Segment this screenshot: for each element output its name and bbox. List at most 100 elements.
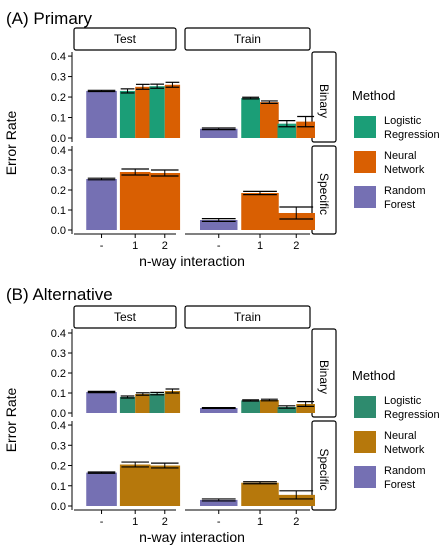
chart-1-y-tick-label: 0.4 bbox=[51, 328, 66, 340]
chart-0-x-tick-label: 1 bbox=[257, 240, 263, 252]
chart-0-legend-label: Forest bbox=[384, 199, 415, 211]
chart-1-x-tick-label: - bbox=[100, 516, 104, 528]
chart-1-bar bbox=[241, 482, 279, 506]
chart-0-y-tick-label: 0.4 bbox=[51, 145, 66, 157]
chart-0-x-tick-label: 2 bbox=[293, 240, 299, 252]
chart-0-title: (A) Primary bbox=[6, 9, 92, 28]
chart-1-legend-label: Random bbox=[384, 465, 426, 477]
chart-0-bar bbox=[149, 173, 181, 230]
chart-0-legend-key bbox=[354, 116, 376, 138]
chart-1-bar bbox=[200, 408, 238, 413]
chart-1-row-strip-label-binary: Binary bbox=[317, 360, 331, 394]
chart-0-bar bbox=[241, 193, 279, 230]
chart-1-legend-label: Regression bbox=[384, 409, 440, 421]
chart-1-x-tick-label: 2 bbox=[162, 516, 168, 528]
chart-0-bar bbox=[241, 98, 260, 138]
chart-1-x-tick-label: 2 bbox=[293, 516, 299, 528]
chart-0-y-axis-label: Error Rate bbox=[3, 111, 19, 176]
chart-0-legend-label: Regression bbox=[384, 129, 440, 141]
chart-0-bar bbox=[119, 90, 136, 138]
chart-1-bar bbox=[296, 404, 315, 413]
chart-1-bar bbox=[277, 407, 297, 413]
chart-0-bar bbox=[86, 90, 117, 138]
chart-0-bar bbox=[200, 128, 238, 138]
chart-1-bar bbox=[277, 494, 315, 506]
chart-1-bar bbox=[260, 400, 279, 413]
chart-1-legend-key bbox=[354, 466, 376, 488]
chart-1-y-tick-label: 0.1 bbox=[51, 481, 66, 493]
chart-1-bar bbox=[241, 400, 260, 413]
chart-1-y-tick-label: 0.3 bbox=[51, 440, 66, 452]
chart-1-title: (B) Alternative bbox=[6, 285, 113, 304]
chart-0-bar bbox=[135, 86, 151, 138]
chart-1-y-tick-label: 0.0 bbox=[51, 408, 66, 420]
chart-0-row-strip-label-specific: Specific bbox=[317, 173, 331, 215]
chart-0-legend-key bbox=[354, 151, 376, 173]
chart-1-y-tick-label: 0.2 bbox=[51, 461, 66, 473]
chart-1-x-tick-label: 1 bbox=[132, 516, 138, 528]
chart-1-bar bbox=[164, 391, 181, 413]
chart-1-bar bbox=[86, 392, 117, 413]
chart-0-x-axis-label: n-way interaction bbox=[139, 253, 245, 269]
chart-0-x-tick-label: - bbox=[100, 240, 104, 252]
chart-0-legend-key bbox=[354, 186, 376, 208]
chart-1-strip-train bbox=[184, 305, 311, 329]
chart-1-row-strip-binary bbox=[311, 328, 337, 418]
chart-1-legend-title: Method bbox=[352, 368, 395, 383]
chart-0-legend-label: Logistic bbox=[384, 115, 422, 127]
chart-1-legend-label: Neural bbox=[384, 430, 416, 442]
chart-0-bar bbox=[119, 172, 151, 230]
chart-1-x-axis-label: n-way interaction bbox=[139, 529, 245, 545]
chart-0-y-tick-label: 0.1 bbox=[51, 113, 66, 125]
chart-1-strip-label-test: Test bbox=[114, 310, 137, 324]
chart-0-row-strip-label-binary: Binary bbox=[317, 84, 331, 118]
chart-1-bar bbox=[135, 394, 151, 413]
chart-0-strip-test bbox=[73, 27, 177, 51]
chart-1-bar bbox=[119, 464, 151, 506]
chart-0-x-tick-label: 1 bbox=[132, 240, 138, 252]
chart-1-bar bbox=[149, 393, 165, 413]
chart-0-bar bbox=[86, 179, 117, 230]
chart-1-y-tick-label: 0.4 bbox=[51, 420, 66, 432]
chart-1-y-tick-label: 0.2 bbox=[51, 368, 66, 380]
chart-1-y-axis-label: Error Rate bbox=[3, 388, 19, 453]
chart-0-legend-label: Random bbox=[384, 185, 426, 197]
chart-0-y-tick-label: 0.4 bbox=[51, 51, 66, 63]
chart-1-legend-label: Logistic bbox=[384, 395, 422, 407]
chart-1-x-tick-label: - bbox=[217, 516, 221, 528]
chart-0-strip-label-test: Test bbox=[114, 32, 137, 46]
chart-1-y-tick-label: 0.3 bbox=[51, 348, 66, 360]
chart-1-legend-key bbox=[354, 431, 376, 453]
chart-0-y-tick-label: 0.2 bbox=[51, 185, 66, 197]
chart-0-x-tick-label: - bbox=[217, 240, 221, 252]
chart-0-bar bbox=[149, 86, 165, 138]
chart-0-strip-train bbox=[184, 27, 311, 51]
chart-0-bar bbox=[296, 121, 315, 138]
chart-0-legend-label: Neural bbox=[384, 150, 416, 162]
chart-0-x-tick-label: 2 bbox=[162, 240, 168, 252]
chart-1-x-tick-label: 1 bbox=[257, 516, 263, 528]
chart-1-row-strip-label-specific: Specific bbox=[317, 448, 331, 490]
chart-1-legend-label: Network bbox=[384, 444, 425, 456]
chart-1-bar bbox=[119, 397, 136, 413]
chart-0-y-tick-label: 0.3 bbox=[51, 165, 66, 177]
chart-1-bar bbox=[86, 472, 117, 506]
chart-0-y-tick-label: 0.1 bbox=[51, 205, 66, 217]
chart-1-strip-label-train: Train bbox=[234, 310, 261, 324]
chart-0-y-tick-label: 0.2 bbox=[51, 92, 66, 104]
chart-1-y-tick-label: 0.0 bbox=[51, 501, 66, 513]
chart-0-bar bbox=[200, 220, 238, 230]
chart-0-row-strip-specific bbox=[311, 145, 337, 235]
chart-0-bar bbox=[277, 213, 315, 230]
chart-0-bar bbox=[164, 84, 181, 138]
chart-0-y-tick-label: 0.3 bbox=[51, 72, 66, 84]
chart-0-bar bbox=[260, 102, 279, 138]
chart-1-legend-key bbox=[354, 396, 376, 418]
chart-0-strip-label-train: Train bbox=[234, 32, 261, 46]
chart-1-y-tick-label: 0.1 bbox=[51, 388, 66, 400]
chart-0-row-strip-binary bbox=[311, 51, 337, 143]
chart-1-bar bbox=[200, 499, 238, 506]
chart-1-strip-test bbox=[73, 305, 177, 329]
chart-0-legend-label: Network bbox=[384, 164, 425, 176]
